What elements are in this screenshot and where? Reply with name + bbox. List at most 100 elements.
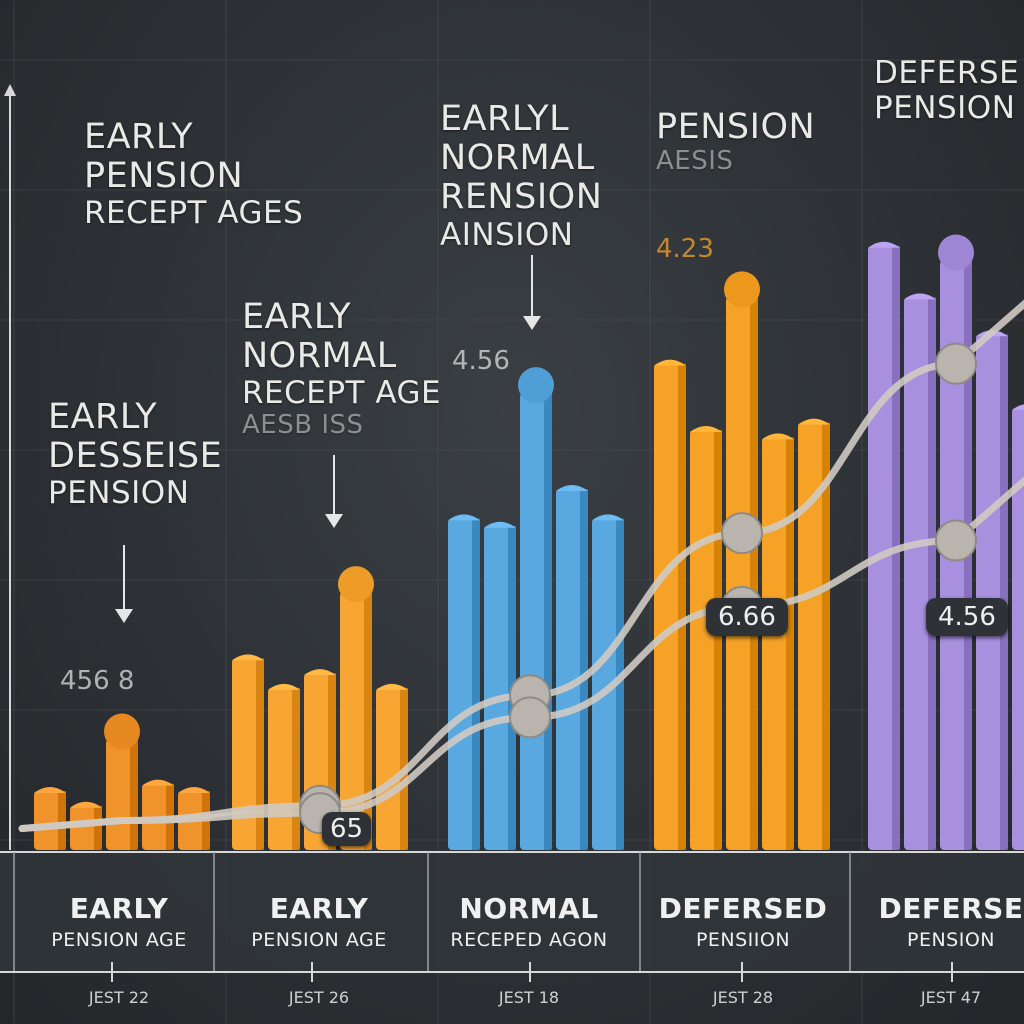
bar-top-dot bbox=[104, 713, 140, 750]
annotation-line: RECEPT AGES bbox=[84, 195, 304, 232]
annotation-line: AINSION bbox=[440, 216, 574, 253]
annotation-line: NORMAL bbox=[440, 138, 595, 179]
value-label: 4.23 bbox=[656, 234, 714, 264]
bar-shade bbox=[472, 518, 480, 850]
tick-label: JEST 26 bbox=[288, 988, 350, 1007]
category-panel bbox=[0, 852, 1024, 972]
bar-shade bbox=[94, 805, 102, 850]
bar-cap bbox=[232, 654, 264, 661]
category-subtitle: PENSION bbox=[906, 929, 995, 951]
bar-group-early-pension bbox=[34, 713, 210, 850]
callout-label: 4.56 bbox=[926, 598, 1008, 636]
annotation-earlyl-normal-rension: EARLYL NORMAL RENSION AINSION bbox=[440, 99, 602, 253]
bar-shade bbox=[678, 363, 686, 850]
bar-cap bbox=[34, 787, 66, 794]
annotation-line: RECEPT AGE bbox=[242, 375, 442, 412]
annotation-pension-aesis: PENSION AESIS bbox=[656, 107, 816, 177]
callout-label: 6.66 bbox=[706, 598, 788, 636]
bar bbox=[1012, 407, 1024, 850]
category-title: NORMAL bbox=[459, 892, 599, 925]
annotation-arrow-head bbox=[115, 609, 133, 623]
callout-label: 65 bbox=[322, 812, 372, 846]
annotation-arrow-head bbox=[325, 514, 343, 528]
bar-cap bbox=[690, 426, 722, 432]
bar-cap bbox=[904, 293, 936, 300]
category-subtitle: PENSIION bbox=[695, 929, 791, 951]
trend-upper bbox=[18, 299, 1024, 833]
bar-shade bbox=[580, 488, 588, 850]
trend-point bbox=[935, 519, 977, 562]
bar-cap bbox=[448, 514, 480, 521]
category-label: DEFERSE PENSION bbox=[856, 892, 1024, 951]
bar-shade bbox=[544, 393, 552, 850]
bar-cap bbox=[304, 669, 336, 676]
annotation-arrow-head bbox=[523, 316, 541, 330]
bar-cap bbox=[484, 521, 516, 528]
bar-cap bbox=[70, 801, 102, 808]
bar-cap bbox=[142, 779, 174, 786]
tick-label: JEST 18 bbox=[498, 988, 560, 1007]
tick-label: JEST 22 bbox=[88, 988, 150, 1007]
annotation-early-normal: EARLY NORMAL RECEPT AGE AESB ISS bbox=[242, 297, 442, 441]
category-subtitle: PENSION AGE bbox=[251, 929, 387, 951]
annotation-line: DEFERSE bbox=[874, 55, 1020, 91]
bar-shade bbox=[786, 437, 794, 850]
bar-cap bbox=[178, 787, 210, 794]
category-label: DEFERSED PENSIION bbox=[648, 892, 838, 951]
annotation-early-desseise: EARLY DESSEISE PENSION bbox=[48, 397, 223, 512]
bar-shade bbox=[328, 673, 336, 850]
bar-shade bbox=[750, 297, 758, 850]
tick-label: JEST 47 bbox=[920, 988, 982, 1007]
y-axis-arrow bbox=[4, 84, 16, 96]
bar-shade bbox=[364, 592, 372, 850]
bar-shade bbox=[714, 430, 722, 850]
bar-cap bbox=[868, 241, 900, 248]
trend-point bbox=[935, 342, 977, 385]
annotation-line: EARLYL bbox=[440, 99, 570, 139]
bar-top-dot bbox=[518, 367, 554, 404]
bar-cap bbox=[798, 418, 830, 425]
bar-cap bbox=[1012, 404, 1024, 410]
bar-shade bbox=[58, 791, 66, 850]
annotation-line: EARLY bbox=[242, 297, 352, 337]
bar-top-dot bbox=[724, 271, 760, 308]
bar-shade bbox=[928, 297, 936, 850]
annotation-line: NORMAL bbox=[242, 336, 397, 377]
annotation-line: PENSION bbox=[874, 89, 1016, 126]
bar-shade bbox=[292, 687, 300, 850]
category-label: NORMAL RECEPED AGON bbox=[434, 892, 624, 951]
value-label: 456 8 bbox=[60, 666, 135, 696]
annotation-line: PENSION bbox=[48, 475, 190, 512]
bar-shade bbox=[130, 739, 138, 850]
bar-shade bbox=[256, 658, 264, 850]
annotation-deferse-pension: DEFERSE PENSION bbox=[874, 56, 1019, 125]
category-label: EARLY PENSION AGE bbox=[224, 892, 414, 951]
category-title: DEFERSED bbox=[658, 892, 828, 925]
annotation-line: EARLY bbox=[84, 117, 194, 157]
bar-cap bbox=[376, 683, 408, 690]
bar-cap bbox=[556, 484, 588, 491]
value-label: 4.56 bbox=[452, 346, 510, 376]
annotation-early-pension-recept: EARLY PENSION RECEPT AGES bbox=[84, 117, 304, 232]
tick-label: JEST 28 bbox=[712, 988, 774, 1007]
annotation-line: AESB ISS bbox=[242, 410, 364, 441]
bar-group-deferred bbox=[654, 271, 830, 850]
category-subtitle: RECEPED AGON bbox=[450, 929, 608, 951]
category-title: DEFERSE bbox=[878, 892, 1024, 925]
annotation-line: EARLY bbox=[48, 397, 158, 437]
bar-shade bbox=[822, 422, 830, 850]
bar-cap bbox=[268, 683, 300, 690]
bar-shade bbox=[616, 518, 624, 850]
bar-cap bbox=[654, 359, 686, 366]
bar-shade bbox=[1000, 334, 1008, 850]
bar-top-dot bbox=[938, 234, 974, 271]
category-title: EARLY bbox=[69, 892, 169, 925]
category-label: EARLY PENSION AGE bbox=[24, 892, 214, 951]
category-subtitle: PENSION AGE bbox=[51, 929, 187, 951]
annotation-line: DESSEISE bbox=[48, 436, 223, 477]
trend-point bbox=[721, 512, 763, 555]
annotation-line: AESIS bbox=[656, 146, 734, 177]
annotation-line: PENSION bbox=[656, 107, 816, 147]
